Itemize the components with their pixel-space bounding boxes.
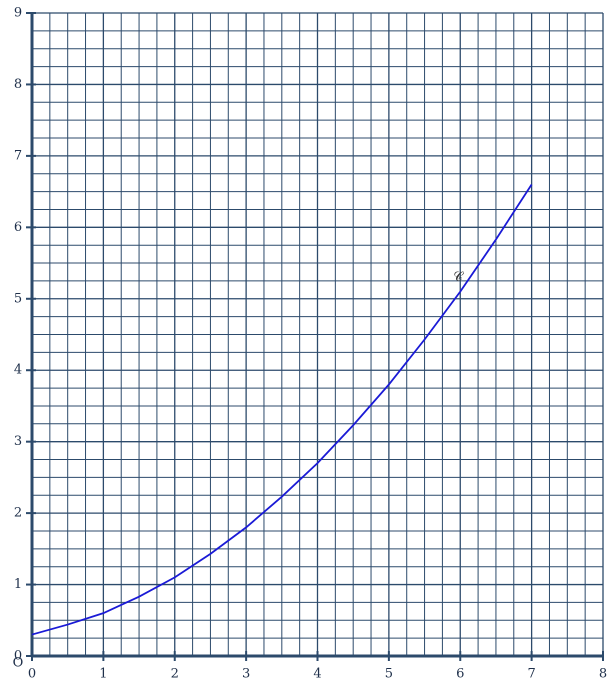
x-tick-label: 8 [599,667,607,682]
x-tick-label: 6 [456,667,464,682]
origin-label: O [13,656,24,671]
x-tick-label: 2 [171,667,179,682]
y-tick-label: 2 [14,506,22,521]
x-tick-label: 1 [99,667,107,682]
y-tick-label: 7 [14,148,22,163]
y-tick-label: 1 [14,577,22,592]
curve-label: 𝒞 [453,270,464,285]
x-tick-label: 3 [242,667,250,682]
y-tick-label: 9 [14,6,22,21]
curve [31,183,533,636]
x-tick-label: 7 [527,667,535,682]
y-tick-label: 8 [14,77,22,92]
y-tick-label: 5 [14,291,22,306]
y-tick-label: 4 [14,363,22,378]
y-tick-label: 6 [14,220,22,235]
x-tick-label: 0 [28,667,36,682]
x-tick-label: 5 [385,667,393,682]
y-tick-label: 0 [14,649,22,664]
y-tick-label: 3 [14,434,22,449]
x-tick-label: 4 [313,667,321,682]
